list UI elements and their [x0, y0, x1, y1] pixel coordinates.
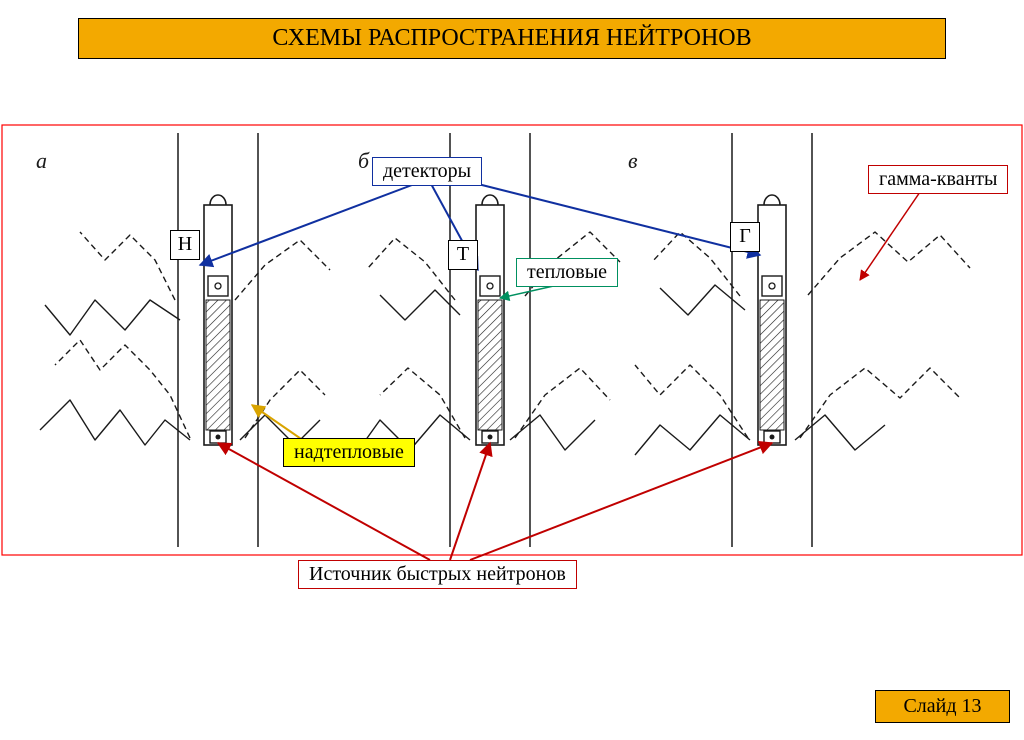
label-detectors: детекторы — [372, 157, 482, 186]
label-source-text: Источник быстрых нейтронов — [309, 563, 566, 585]
detector-marker-T: Т — [448, 240, 478, 270]
svg-text:в: в — [628, 148, 638, 173]
detector-marker-G: Г — [730, 222, 760, 252]
label-gamma-text: гамма-кванты — [879, 168, 997, 190]
slide-number: Слайд 13 — [875, 690, 1010, 723]
diagram-svg: а б в — [0, 0, 1024, 740]
label-thermal: тепловые — [516, 258, 618, 287]
label-gamma: гамма-кванты — [868, 165, 1008, 194]
detector-marker-H: Н — [170, 230, 200, 260]
label-detectors-text: детекторы — [383, 160, 471, 182]
label-source: Источник быстрых нейтронов — [298, 560, 577, 589]
label-epithermal: надтепловые — [283, 438, 415, 467]
label-epithermal-text: надтепловые — [294, 441, 404, 463]
svg-text:а: а — [36, 148, 47, 173]
label-thermal-text: тепловые — [527, 261, 607, 283]
svg-text:б: б — [358, 148, 370, 173]
